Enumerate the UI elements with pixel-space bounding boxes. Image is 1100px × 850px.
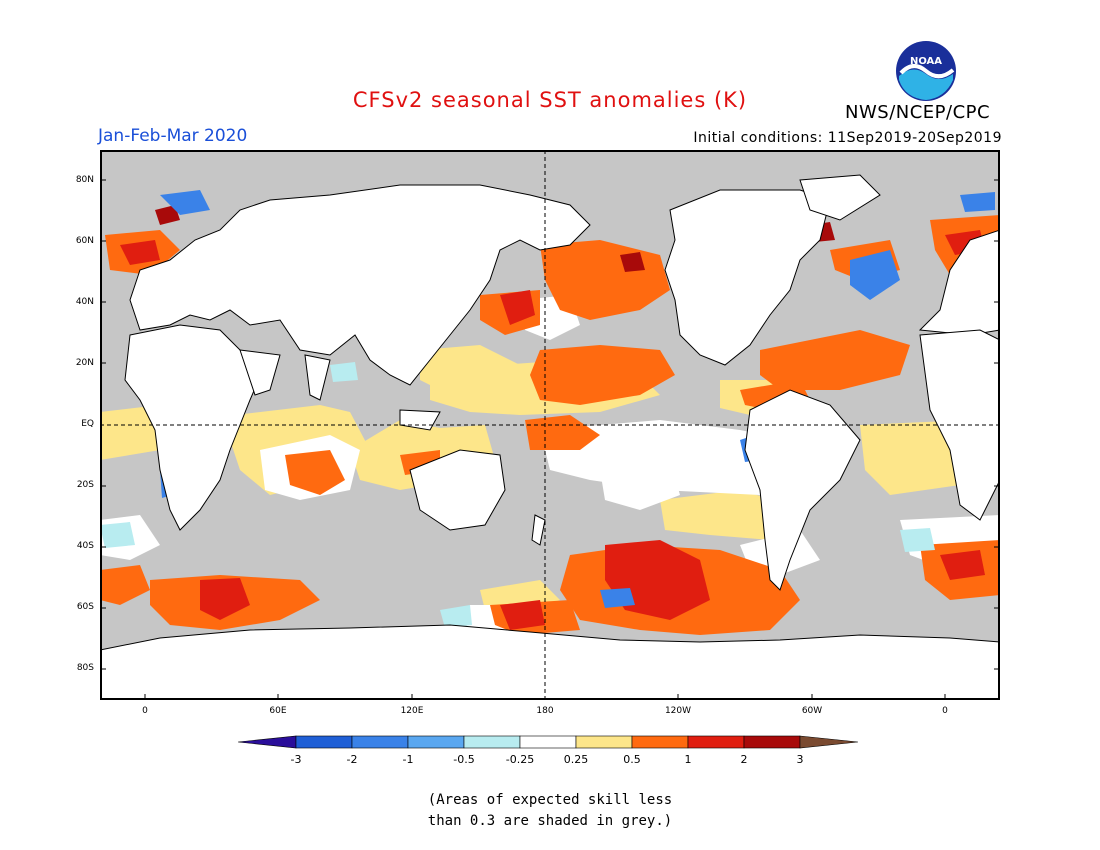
colorbar-segment-max [799,735,859,749]
colorbar-tick-label: 3 [796,753,804,766]
colorbar-segment-min [238,735,297,749]
agency-label: NWS/NCEP/CPC [845,102,991,123]
australia [409,449,506,531]
new-zealand [531,514,546,546]
colorbar-tick-label: -2 [346,753,358,766]
colorbar-tick-label: -0.25 [505,753,535,766]
anomaly-slight-negative [100,362,935,628]
colorbar-tick-label: 0.25 [563,753,589,766]
lon-label-180: 180 [536,706,554,716]
colorbar-segment [575,735,633,749]
sst-anomaly-map [100,150,1000,700]
lat-label-80s: 80S [76,663,94,673]
anomaly-1-to-2 [120,230,985,630]
skill-note-line-1: (Areas of expected skill less [427,792,673,808]
lat-label-80n: 80N [75,175,94,185]
south-america [744,389,861,591]
anomaly-negative [160,190,995,608]
season-label: Jan-Feb-Mar 2020 [98,126,248,146]
antarctica [100,624,1000,700]
greenland [799,174,881,221]
colorbar-segment [463,735,521,749]
lon-label-60e: 60E [269,706,287,716]
colorbar-tick-label: -0.5 [453,753,475,766]
colorbar-tick-label: -3 [290,753,302,766]
colorbar-tick-label: 2 [740,753,748,766]
colorbar-segment [743,735,801,749]
colorbar-segment [519,735,577,749]
initial-conditions-label: Initial conditions: 11Sep2019-20Sep2019 [693,130,1002,146]
colorbar [238,735,859,749]
lat-label-20n: 20N [75,358,94,368]
colorbar-segment [407,735,465,749]
lon-label-60w: 60W [801,706,823,716]
noaa-logo: NOAA [896,41,956,101]
lon-label-0-west: 0 [142,706,148,716]
lon-ticks [144,694,946,700]
lat-label-60n: 60N [75,236,94,246]
lat-label-40s: 40S [76,541,94,551]
eurasia [129,184,591,386]
map-frame [100,150,1000,700]
colorbar-segment [687,735,745,749]
map-title: CFSv2 seasonal SST anomalies (K) [352,88,748,112]
colorbar-segment [631,735,689,749]
lat-label-40n: 40N [75,297,94,307]
lon-label-0-east: 0 [942,706,948,716]
colorbar-segment [295,735,353,749]
arabia [239,349,281,396]
lat-label-eq: EQ [81,419,94,429]
colorbar-tick-label: 0.5 [623,753,641,766]
skill-note-line-2: than 0.3 are shaded in grey.) [427,813,673,829]
colorbar-tick-label: 1 [684,753,692,766]
africa [124,324,266,531]
lat-ticks [100,179,1000,670]
continents [100,174,1000,700]
india [304,354,331,401]
lat-label-60s: 60S [76,602,94,612]
colorbar-segment [351,735,409,749]
lat-label-20s: 20S [76,480,94,490]
colorbar-tick-label: -1 [402,753,414,766]
logo-text: NOAA [910,56,942,67]
skill-note: (Areas of expected skill less than 0.3 a… [0,790,1100,832]
lon-label-120w: 120W [664,706,692,716]
anomaly-2-to-3 [155,205,835,272]
lon-label-120e: 120E [400,706,424,716]
africa-east-edge [919,329,1000,521]
